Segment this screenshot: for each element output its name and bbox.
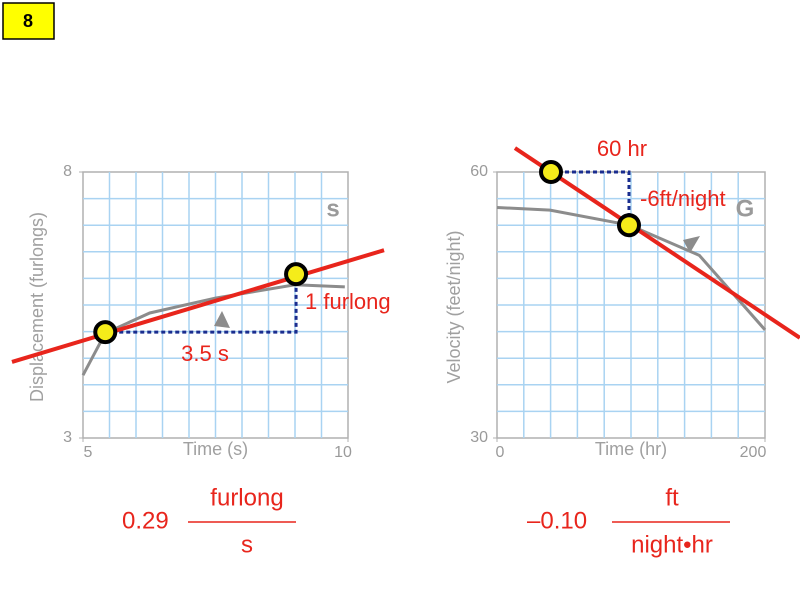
slope-denominator: s — [241, 531, 253, 558]
y-tick-label: 3 — [63, 429, 72, 446]
y-axis-label: Displacement (furlongs) — [27, 212, 47, 402]
tangent-line — [513, 146, 800, 340]
x-tick-label: 0 — [496, 444, 505, 461]
slope-triangle — [551, 170, 631, 226]
y-tick-label: 8 — [63, 163, 72, 180]
watermark: G — [736, 195, 755, 222]
run-label: 3.5 s — [181, 341, 229, 366]
x-axis-label: Time (s) — [183, 439, 248, 459]
slide-number: 8 — [23, 11, 33, 31]
slide-badge — [2, 2, 55, 40]
rise-label: -6ft/night — [640, 186, 726, 211]
y-tick-label: 30 — [470, 429, 488, 446]
x-tick-label: 10 — [334, 444, 352, 461]
y-tick-label: 60 — [470, 163, 488, 180]
tangent-point — [93, 320, 118, 345]
tangent-point — [539, 160, 564, 184]
slope-numerator: ft — [665, 484, 679, 511]
slope-value: –0.10 — [527, 507, 587, 534]
x-tick-label: 5 — [84, 444, 93, 461]
direction-arrow — [214, 311, 230, 328]
watermark: s — [326, 195, 339, 222]
run-label: 60 hr — [597, 136, 647, 161]
tangent-point — [284, 262, 309, 287]
y-axis-label: Velocity (feet/night) — [444, 230, 464, 383]
slope-triangle — [105, 274, 298, 334]
tangent-line — [11, 248, 385, 364]
rise-label: 1 furlong — [305, 289, 391, 314]
x-axis-label: Time (hr) — [595, 439, 667, 459]
x-tick-label: 200 — [740, 444, 767, 461]
slope-value: 0.29 — [122, 507, 169, 534]
direction-arrow — [683, 236, 700, 253]
slope-numerator: furlong — [210, 484, 283, 511]
slope-denominator: night•hr — [631, 531, 713, 558]
tangent-point — [616, 213, 641, 238]
